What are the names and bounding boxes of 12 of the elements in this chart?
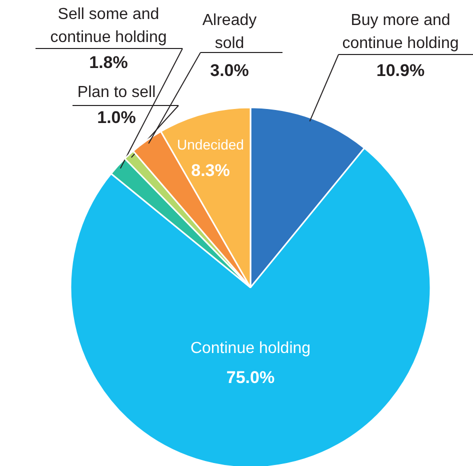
slice-label: Already sold	[202, 12, 257, 52]
data-label: 1.8%	[89, 53, 128, 72]
data-label: 1.0%	[97, 108, 136, 127]
data-label: 3.0%	[210, 61, 249, 80]
slice-label: Sell some and continue holding	[50, 6, 167, 46]
slice-label: Undecided	[177, 136, 244, 152]
slice-label: Continue holding	[190, 340, 311, 357]
data-label: 10.9%	[376, 61, 425, 80]
slice-label: Plan to sell	[77, 84, 156, 101]
slice-label: Buy more and continue holding	[342, 12, 459, 52]
data-label: 8.3%	[191, 161, 230, 180]
data-label: 75.0%	[226, 368, 275, 387]
